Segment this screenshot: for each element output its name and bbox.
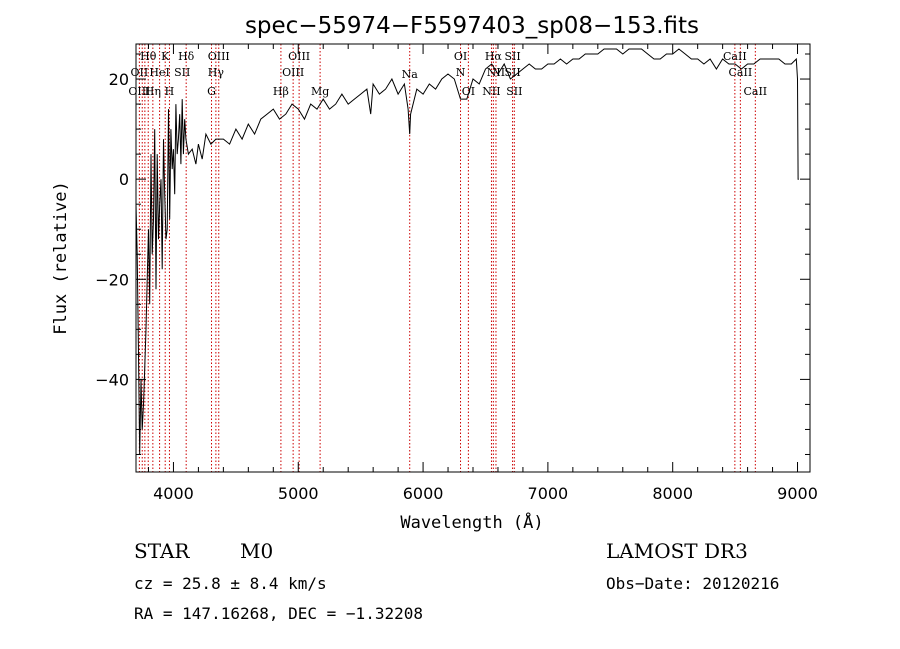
- spectrum-line: [135, 48, 799, 455]
- x-tick-label: 8000: [652, 484, 693, 503]
- y-axis-label: Flux (relative): [51, 181, 71, 335]
- line-label: Hη: [145, 85, 161, 98]
- redshift-value: cz = 25.8 ± 8.4 km/s: [134, 574, 327, 593]
- line-label: OI: [462, 85, 475, 98]
- object-class: STAR: [134, 539, 190, 563]
- line-label: OIII: [128, 85, 150, 98]
- line-label: OIII: [288, 50, 310, 63]
- coordinates: RA = 147.16268, DEC = −1.32208: [134, 604, 423, 623]
- line-label: CaII: [729, 66, 753, 79]
- x-tick-label: 7000: [528, 484, 569, 503]
- y-tick-label: 0: [119, 170, 129, 189]
- chart-title: spec−55974−F5597403_sp08−153.fits: [245, 13, 699, 39]
- line-label: Hθ: [140, 50, 157, 63]
- line-label: CaII: [743, 85, 767, 98]
- x-tick-label: 6000: [403, 484, 444, 503]
- line-label: N: [456, 66, 466, 79]
- line-markers: [138, 44, 756, 472]
- line-label: NII: [487, 66, 505, 79]
- line-label: CaII: [723, 50, 747, 63]
- x-tick-label: 4000: [153, 484, 194, 503]
- y-tick-label: 20: [109, 70, 129, 89]
- line-label: NII: [482, 85, 500, 98]
- y-tick-label: −40: [95, 370, 129, 389]
- line-label: Hβ: [273, 85, 289, 98]
- y-tick-label: −20: [95, 270, 129, 289]
- line-label: G: [207, 85, 216, 98]
- survey-name: LAMOST DR3: [606, 539, 748, 563]
- line-label: Mg: [311, 85, 329, 98]
- object-subclass: M0: [240, 539, 274, 563]
- y-axis-ticks: 20 0 −20 −40: [95, 53, 810, 455]
- line-label: OIII: [208, 50, 230, 63]
- line-label: SII: [174, 66, 190, 79]
- line-label: K: [161, 50, 170, 63]
- line-label: HeI: [149, 66, 169, 79]
- line-label: Hδ: [178, 50, 195, 63]
- line-label: Hα: [485, 50, 503, 63]
- line-label: SII: [504, 66, 520, 79]
- x-axis-ticks: 4000 5000 6000 7000 8000 9000: [147, 44, 818, 503]
- x-tick-label: 9000: [777, 484, 818, 503]
- line-label: Na: [402, 68, 419, 81]
- line-label: OII: [131, 66, 149, 79]
- plot-frame: [135, 43, 811, 473]
- observation-date: Obs−Date: 20120216: [606, 574, 780, 593]
- line-label: SII: [506, 85, 522, 98]
- line-label: OIII: [282, 66, 304, 79]
- x-axis-label: Wavelength (Å): [400, 511, 543, 533]
- x-tick-label: 5000: [278, 484, 319, 503]
- line-label: Hγ: [208, 66, 225, 79]
- line-label: SII: [504, 50, 520, 63]
- line-label: OI: [454, 50, 467, 63]
- line-label: H: [165, 85, 175, 98]
